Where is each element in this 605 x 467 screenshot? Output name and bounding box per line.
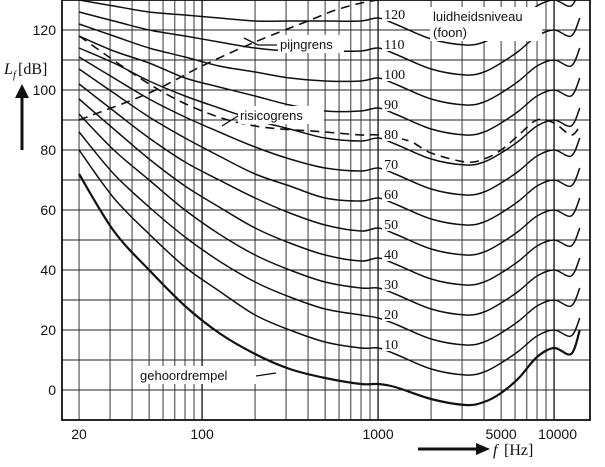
x-axis-symbol: f xyxy=(493,442,500,459)
x-axis-arrow-head xyxy=(476,443,490,455)
x-tick-labels: 20 100 1000 5000 10000 xyxy=(71,426,577,442)
phon-label-bg xyxy=(382,186,403,201)
x-tick-label-20: 20 xyxy=(71,426,87,442)
y-tick-label-40: 40 xyxy=(40,262,56,278)
y-tick-labels: 0 20 40 60 80 100 120 xyxy=(33,22,57,398)
y-axis-symbol: L xyxy=(3,61,13,78)
phon-label-bg xyxy=(382,96,403,111)
phon-label-bg xyxy=(382,246,403,261)
x-tick-label-10000: 10000 xyxy=(538,426,577,442)
phon-label-110: 110 xyxy=(384,38,404,53)
phon-label-20: 20 xyxy=(384,308,398,323)
reference-lines xyxy=(78,0,581,164)
y-tick-label-80: 80 xyxy=(40,142,56,158)
phon-label-bg xyxy=(382,276,403,291)
y-tick-label-20: 20 xyxy=(40,322,56,338)
y-tick-label-120: 120 xyxy=(33,22,57,38)
y-tick-label-100: 100 xyxy=(33,82,57,98)
phon-label-30: 30 xyxy=(384,278,398,293)
grid xyxy=(62,0,590,421)
phon-label-bg xyxy=(382,66,411,81)
phon-label-bg xyxy=(382,336,403,351)
x-tick-label-5000: 5000 xyxy=(486,426,517,442)
phon-label-120: 120 xyxy=(384,8,405,23)
phon-label-bg xyxy=(382,6,411,21)
phon-label-50: 50 xyxy=(384,218,398,233)
loudness-level-title-line1: luidheidsniveau xyxy=(433,9,523,24)
x-tick-label-1000: 1000 xyxy=(362,426,393,442)
loudness-curve-70 xyxy=(78,56,581,196)
x-axis-title: f [Hz] xyxy=(418,442,533,459)
hearing-threshold-annotation: gehoordrempel xyxy=(138,366,277,384)
phon-label-10: 10 xyxy=(384,338,398,353)
y-axis-arrow-head xyxy=(15,84,29,98)
plot-frame xyxy=(61,0,591,421)
risk-threshold-annotation: risicogrens xyxy=(221,106,324,127)
phon-label-bg xyxy=(382,306,403,321)
x-tick-label-100: 100 xyxy=(190,426,214,442)
loudness-level-title: luidheidsniveau (foon) xyxy=(430,7,542,41)
y-axis-title: L f [dB] xyxy=(3,61,47,150)
y-tick-label-0: 0 xyxy=(48,382,56,398)
y-tick-label-60: 60 xyxy=(40,202,56,218)
phon-label-70: 70 xyxy=(384,158,398,173)
phon-label-60: 60 xyxy=(384,188,398,203)
loudness-curve-30 xyxy=(78,113,581,316)
loudness-curve-50 xyxy=(78,83,581,256)
phon-label-bg xyxy=(382,126,403,141)
pain-threshold-annotation: pijngrens xyxy=(243,35,344,53)
phon-label-100: 100 xyxy=(384,68,405,83)
loudness-curve-gehoordrempel xyxy=(78,173,581,407)
phon-label-bg xyxy=(382,216,403,231)
phon-label-80: 80 xyxy=(384,128,398,143)
loudness-curves xyxy=(78,0,581,407)
phon-label-bg xyxy=(382,156,403,171)
pain-threshold-label: pijngrens xyxy=(280,37,333,52)
x-axis-unit: [Hz] xyxy=(504,442,533,459)
y-axis-unit: [dB] xyxy=(18,61,47,78)
loudness-level-title-line2: (foon) xyxy=(433,25,467,40)
loudness-curve-40 xyxy=(78,98,581,286)
phon-label-40: 40 xyxy=(384,248,398,263)
reference-line-risicogrens xyxy=(78,35,581,164)
hearing-threshold-label: gehoordrempel xyxy=(140,368,228,383)
y-axis-subscript: f xyxy=(13,70,17,81)
phon-labels: 10 20 30 40 50 60 70 80 90 100 110 120 xyxy=(382,6,411,353)
phon-label-bg xyxy=(382,36,411,51)
risk-threshold-label: risicogrens xyxy=(240,108,303,123)
phon-label-90: 90 xyxy=(384,98,398,113)
